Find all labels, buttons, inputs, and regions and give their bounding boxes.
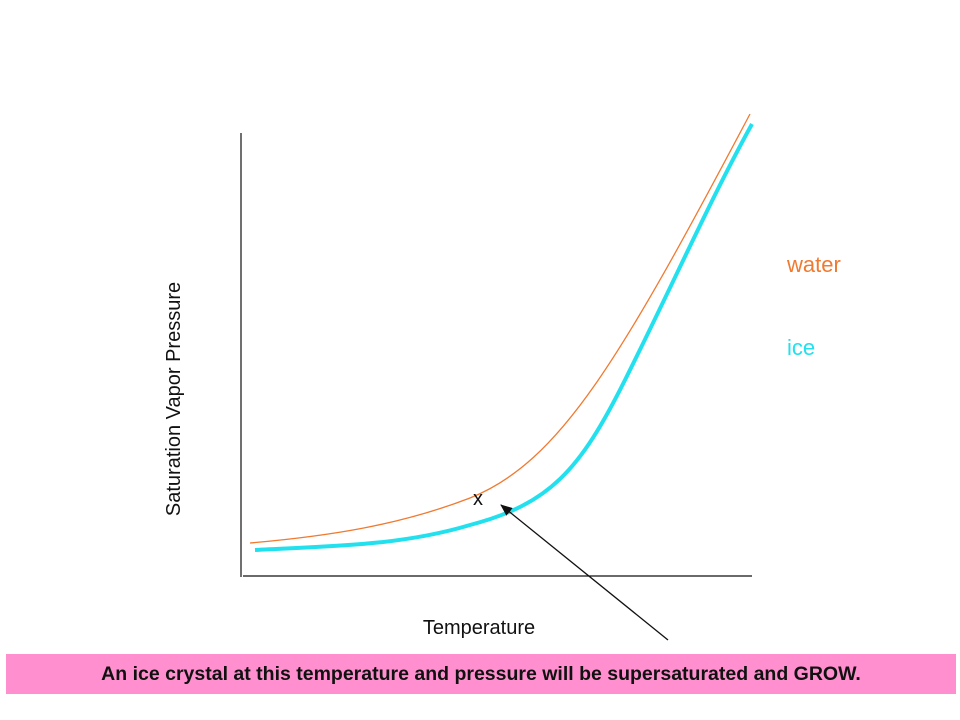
x-axis-label: Temperature [423,617,535,639]
caption-text: An ice crystal at this temperature and p… [101,662,861,685]
caption-box: An ice crystal at this temperature and p… [6,654,956,694]
legend-label-ice: ice [787,335,815,360]
water-curve [249,113,751,544]
ice-curve [254,123,754,552]
legend-label-water: water [786,252,841,277]
y-axis-label: Saturation Vapor Pressure [163,282,185,516]
pointer-arrow [500,504,669,641]
vapor-pressure-diagram: Saturation Vapor Pressure Temperature wa… [163,113,841,641]
marker-label: x [473,488,483,510]
